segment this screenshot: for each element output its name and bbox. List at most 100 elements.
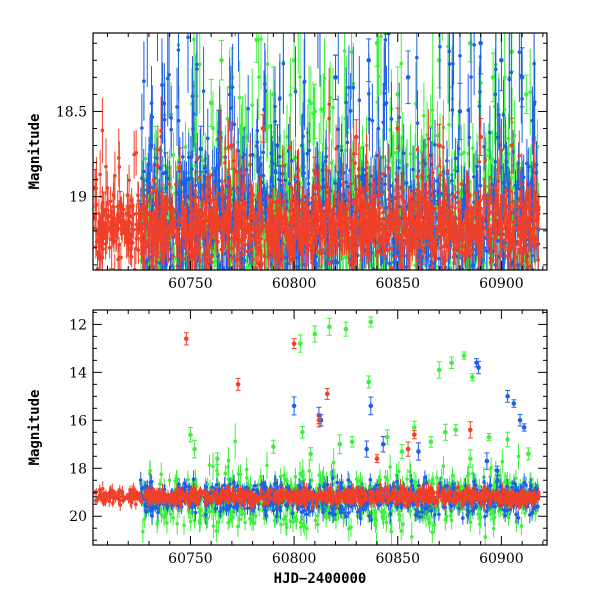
data-point — [428, 125, 433, 129]
data-point — [386, 33, 391, 36]
data-point — [255, 144, 259, 148]
data-point — [263, 89, 267, 93]
data-point — [160, 83, 164, 87]
data-point — [259, 37, 263, 42]
data-point — [342, 49, 347, 53]
outlier-point — [374, 40, 380, 46]
data-point — [302, 80, 307, 85]
outlier-point — [436, 57, 442, 63]
data-point — [430, 108, 435, 112]
data-point — [346, 184, 350, 189]
data-point — [432, 189, 437, 193]
data-point — [357, 147, 362, 151]
data-point — [478, 183, 483, 188]
data-point — [329, 160, 334, 165]
outlier-point — [467, 40, 473, 46]
data-point — [214, 184, 218, 189]
data-point — [321, 106, 325, 111]
data-point — [192, 37, 196, 42]
data-point — [470, 264, 475, 268]
data-point — [447, 122, 451, 127]
data-point — [367, 117, 372, 121]
data-point — [344, 180, 349, 184]
data-point — [261, 150, 266, 155]
data-point — [495, 239, 500, 243]
data-point — [298, 75, 302, 79]
data-point — [336, 127, 340, 132]
data-point — [261, 244, 265, 248]
data-point — [270, 159, 274, 164]
data-point — [451, 61, 455, 66]
data-point — [392, 260, 396, 265]
data-point — [379, 34, 383, 39]
data-point — [344, 254, 349, 259]
data-point — [230, 85, 235, 89]
data-point — [287, 181, 292, 186]
data-point — [532, 100, 537, 105]
data-point — [317, 151, 322, 155]
data-point — [214, 166, 219, 171]
data-point — [528, 90, 532, 94]
data-point — [349, 50, 354, 54]
data-point — [437, 256, 441, 261]
data-point — [183, 145, 188, 149]
data-point — [404, 181, 409, 185]
data-point — [423, 161, 427, 166]
data-point — [493, 160, 498, 164]
data-point — [361, 167, 366, 172]
data-point — [339, 148, 344, 153]
data-point — [247, 265, 252, 270]
data-point — [484, 249, 489, 253]
data-point — [399, 61, 404, 66]
data-point — [401, 151, 406, 156]
data-point — [331, 105, 335, 110]
data-point — [459, 152, 464, 157]
data-point — [408, 152, 413, 156]
data-point — [296, 264, 300, 269]
data-point — [295, 240, 299, 245]
data-point — [273, 168, 278, 173]
data-point — [348, 109, 353, 113]
data-point — [438, 44, 442, 49]
data-point — [288, 93, 293, 97]
data-point — [505, 166, 509, 170]
data-point — [232, 122, 237, 127]
data-point — [211, 126, 215, 131]
data-point — [433, 143, 437, 147]
data-point — [307, 99, 311, 103]
data-point — [146, 175, 150, 180]
data-point — [175, 264, 180, 268]
data-point — [376, 126, 381, 131]
data-point — [236, 149, 241, 153]
outlier-point — [219, 57, 224, 63]
data-point — [213, 252, 217, 256]
data-point — [501, 181, 506, 185]
data-point — [425, 143, 429, 148]
data-point — [141, 169, 146, 174]
data-point — [200, 158, 205, 163]
data-point — [526, 165, 531, 169]
data-point — [525, 161, 529, 166]
outlier-point — [523, 92, 529, 97]
data-point — [305, 151, 310, 156]
data-point — [371, 266, 376, 270]
data-point — [457, 126, 462, 131]
data-point — [375, 153, 379, 158]
data-point — [149, 101, 154, 105]
top-panel-data-marks — [93, 33, 547, 270]
data-point — [197, 62, 202, 66]
data-point — [168, 257, 173, 261]
data-point — [195, 62, 199, 67]
data-point — [244, 135, 249, 140]
data-point — [512, 133, 517, 138]
data-point — [447, 62, 452, 66]
data-point — [205, 136, 210, 141]
data-point — [502, 75, 507, 80]
outlier-point — [312, 109, 318, 114]
data-point — [193, 164, 198, 168]
data-point — [472, 43, 476, 47]
data-point — [517, 50, 522, 54]
data-point — [285, 135, 289, 139]
